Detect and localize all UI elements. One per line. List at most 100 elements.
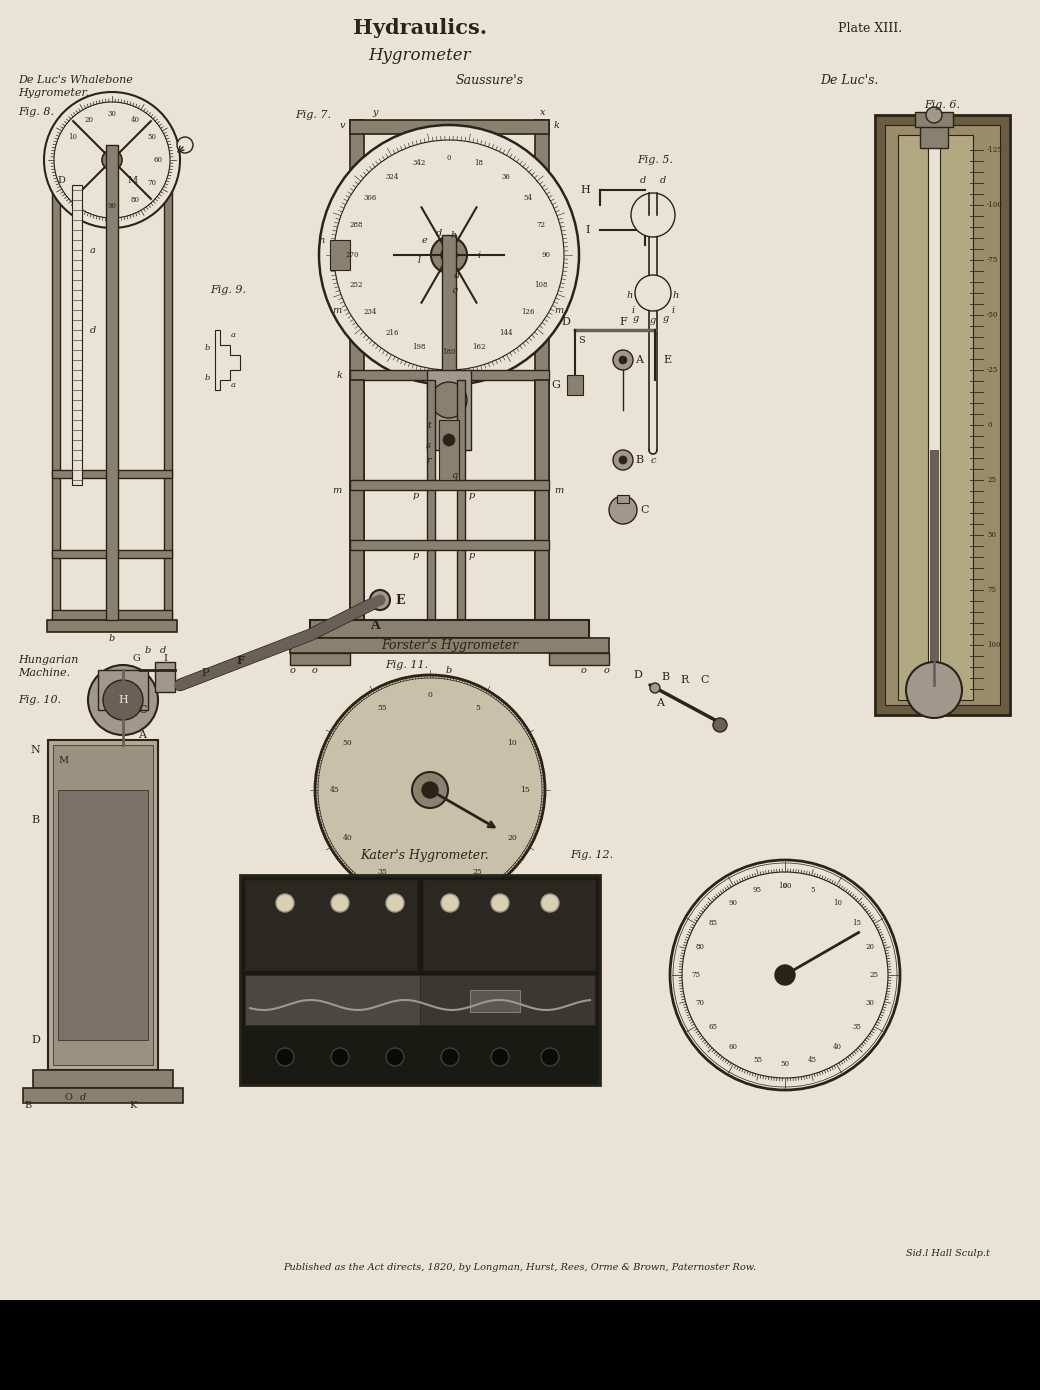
Text: 342: 342 (412, 158, 425, 167)
Polygon shape (215, 329, 240, 391)
Text: 0: 0 (427, 691, 433, 699)
Text: 45: 45 (330, 785, 340, 794)
Circle shape (331, 894, 349, 912)
Text: 20: 20 (84, 117, 94, 124)
Text: 50: 50 (987, 531, 996, 539)
Text: b: b (109, 634, 115, 642)
Text: Fig. 10.: Fig. 10. (18, 695, 61, 705)
Text: Fig. 12.: Fig. 12. (570, 851, 614, 860)
Text: q: q (451, 470, 458, 480)
Text: d: d (160, 645, 166, 655)
Text: alamy: alamy (19, 1332, 131, 1365)
Text: 30: 30 (425, 881, 435, 890)
Circle shape (906, 662, 962, 719)
Bar (350, 120, 364, 620)
Bar (423, 880, 595, 970)
Circle shape (431, 382, 467, 418)
Text: 80: 80 (696, 944, 705, 952)
Text: x: x (540, 107, 546, 117)
Text: 90: 90 (107, 202, 116, 210)
Text: v: v (339, 121, 345, 129)
Bar (567, 375, 583, 395)
Text: D: D (562, 317, 570, 327)
Bar (350, 370, 549, 379)
Text: a: a (454, 271, 460, 279)
Circle shape (276, 894, 294, 912)
Bar (427, 379, 435, 620)
Text: p: p (469, 550, 475, 560)
Text: i: i (477, 250, 480, 260)
Text: -100: -100 (987, 202, 1003, 208)
Bar (53, 745, 153, 1065)
Bar (350, 480, 549, 491)
Circle shape (386, 894, 404, 912)
Bar (350, 539, 549, 550)
Circle shape (619, 456, 627, 464)
Text: 50: 50 (148, 133, 156, 140)
Text: 15: 15 (853, 919, 861, 927)
Bar (33, 1070, 173, 1088)
Bar (898, 135, 973, 701)
Text: h: h (451, 231, 458, 239)
Text: -50: -50 (987, 311, 998, 318)
Circle shape (775, 965, 795, 986)
Circle shape (315, 676, 545, 905)
Text: 75: 75 (692, 972, 701, 979)
Bar (350, 120, 549, 133)
Text: R: R (681, 676, 690, 685)
Text: Fig. 9.: Fig. 9. (210, 285, 246, 295)
Text: 15: 15 (520, 785, 529, 794)
Text: O: O (64, 1094, 72, 1102)
Text: 126: 126 (521, 309, 535, 316)
Text: d: d (640, 175, 646, 185)
Circle shape (491, 1048, 509, 1066)
Text: 50: 50 (343, 738, 353, 746)
Text: De Luc's.: De Luc's. (820, 74, 879, 86)
Text: 70: 70 (148, 179, 156, 188)
Text: m: m (554, 485, 564, 495)
Text: C: C (640, 505, 649, 516)
Circle shape (635, 275, 671, 311)
Text: P: P (202, 669, 209, 678)
Text: 252: 252 (350, 281, 364, 289)
Text: Fig. 7.: Fig. 7. (295, 110, 331, 120)
Bar (245, 880, 417, 970)
Text: M: M (58, 756, 69, 765)
Bar (875, 115, 1010, 714)
Circle shape (386, 1048, 404, 1066)
Text: g: g (633, 314, 640, 322)
Text: D: D (31, 1036, 40, 1045)
Text: 30: 30 (107, 110, 116, 118)
Bar (47, 620, 177, 632)
Text: 108: 108 (535, 281, 548, 289)
Text: F: F (236, 655, 244, 666)
Text: l: l (417, 256, 420, 264)
Circle shape (177, 138, 193, 153)
Circle shape (88, 664, 158, 735)
Circle shape (44, 92, 180, 228)
Text: 25: 25 (472, 869, 483, 876)
Circle shape (102, 150, 122, 170)
Text: 100: 100 (987, 641, 1000, 649)
Text: 90: 90 (542, 252, 550, 259)
Bar (106, 145, 118, 620)
Text: a: a (231, 381, 235, 389)
Text: 5: 5 (810, 887, 814, 894)
Text: 25: 25 (987, 475, 996, 484)
Text: C: C (701, 676, 709, 685)
Circle shape (713, 719, 727, 733)
Text: 306: 306 (364, 195, 378, 202)
Text: 162: 162 (472, 343, 486, 352)
Text: 40: 40 (343, 834, 353, 841)
Text: D: D (57, 175, 64, 185)
Text: 54: 54 (523, 195, 532, 202)
Circle shape (422, 783, 438, 798)
Circle shape (276, 1048, 294, 1066)
Bar (330, 240, 350, 270)
Text: 25: 25 (869, 972, 879, 979)
Bar (48, 739, 158, 1070)
Text: A: A (635, 354, 643, 366)
Text: G: G (132, 653, 140, 663)
Text: Machine.: Machine. (18, 669, 70, 678)
Text: 0: 0 (447, 154, 451, 163)
